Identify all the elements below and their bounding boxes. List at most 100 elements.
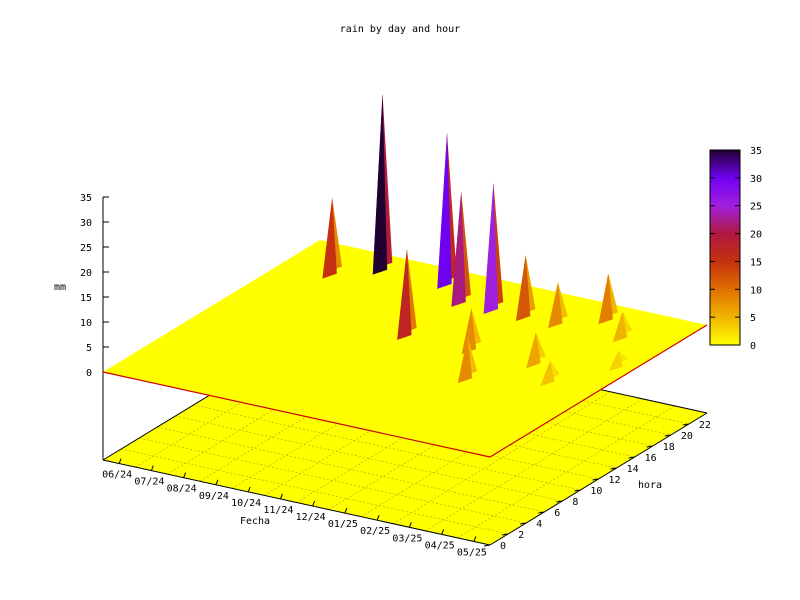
x-tick xyxy=(183,472,187,478)
x-tick-label: 09/24 xyxy=(199,491,229,502)
rain-peak xyxy=(397,248,417,340)
y-tick-label: 14 xyxy=(627,464,639,475)
y-tick xyxy=(610,467,617,470)
y-tick xyxy=(556,500,563,503)
x-tick-label: 02/25 xyxy=(360,526,390,537)
colorbar-tick-label: 0 xyxy=(750,341,756,352)
peak-right-face xyxy=(483,183,499,314)
x-tick-label: 07/24 xyxy=(134,477,164,488)
x-tick-label: 11/24 xyxy=(263,505,293,516)
x-tick xyxy=(247,486,251,493)
z-tick-label: 10 xyxy=(80,318,92,329)
rain-peak xyxy=(608,350,629,372)
surface-side-edge xyxy=(489,324,708,458)
rain-peak xyxy=(461,308,482,355)
rain-peak xyxy=(322,197,342,279)
colorbar-tick-label: 30 xyxy=(750,174,762,185)
peak-right-face xyxy=(397,248,412,340)
y-tick xyxy=(682,423,689,426)
colorbar-tick-label: 10 xyxy=(750,285,762,296)
colorbar-tick-label: 20 xyxy=(750,230,762,241)
rain-peak xyxy=(598,273,619,325)
chart-title: rain by day and hour xyxy=(340,24,460,35)
x-tick xyxy=(441,529,445,535)
y-tick xyxy=(664,434,671,437)
rain-peaks xyxy=(322,93,633,387)
colorbar-scale xyxy=(709,149,741,346)
x-tick xyxy=(215,479,219,485)
rain-peak xyxy=(451,190,471,307)
y-axis: 0 2 4 6 8 10 12 14 16 18 20 22 xyxy=(483,412,711,552)
z-tick-label: 0 xyxy=(86,368,92,379)
z-tick-label: 15 xyxy=(80,293,92,304)
x-tick xyxy=(376,515,380,521)
peak-right-face xyxy=(437,132,452,289)
x-axis: 06/2407/2408/2409/2410/2411/2412/2401/25… xyxy=(102,458,491,558)
y-tick-label: 20 xyxy=(681,431,693,442)
colorbar: 0 5 10 15 20 25 30 35 xyxy=(709,146,762,352)
z-tick-label: 20 xyxy=(80,268,92,279)
colorbar-tick-label: 5 xyxy=(750,313,756,324)
y-tick-label: 10 xyxy=(590,486,602,497)
peak-right-face xyxy=(540,360,555,387)
x-tick-label: 06/24 xyxy=(102,470,132,481)
y-tick xyxy=(574,489,581,492)
x-tick xyxy=(279,493,283,500)
x-tick xyxy=(473,536,477,542)
x-tick-label: 01/25 xyxy=(328,519,358,530)
peak-right-face xyxy=(526,332,541,369)
y-tick xyxy=(520,522,527,525)
x-axis-label: Fecha xyxy=(240,516,270,527)
peak-right-face xyxy=(612,311,628,343)
z-axis: 0 5 10 15 20 25 30 35 xyxy=(80,193,109,460)
peak-right-face xyxy=(322,197,337,279)
colorbar-tick-label: 35 xyxy=(750,146,762,157)
y-tick-label: 0 xyxy=(500,541,506,552)
x-tick xyxy=(312,500,316,507)
y-tick xyxy=(502,533,509,536)
x-tick-label: 03/25 xyxy=(392,533,422,544)
rain-peak xyxy=(548,282,568,329)
y-tick xyxy=(628,456,635,459)
rain-peak xyxy=(437,132,457,289)
y-tick xyxy=(592,478,599,481)
x-tick xyxy=(344,507,348,514)
y-tick-label: 16 xyxy=(645,453,657,464)
x-tick-label: 05/25 xyxy=(457,547,487,558)
peak-right-face xyxy=(548,282,563,329)
y-tick-label: 8 xyxy=(572,497,578,508)
rain-peak xyxy=(526,332,546,369)
colorbar-tick-label: 15 xyxy=(750,257,762,268)
peak-right-face xyxy=(457,337,473,384)
x-tick xyxy=(150,465,154,471)
y-tick-label: 4 xyxy=(536,519,542,530)
rain-peak xyxy=(457,337,478,384)
z-tick-label: 25 xyxy=(80,243,92,254)
rain-peak xyxy=(515,255,536,322)
peak-right-face xyxy=(461,308,477,355)
y-tick-label: 22 xyxy=(699,420,711,431)
z-tick-label: 5 xyxy=(86,343,92,354)
surface-front-edge xyxy=(102,371,491,458)
y-tick-label: 2 xyxy=(518,530,524,541)
x-tick-label: 04/25 xyxy=(425,540,455,551)
z-axis-label: mm xyxy=(54,282,66,293)
y-tick-label: 12 xyxy=(609,475,621,486)
x-tick-label: 10/24 xyxy=(231,498,261,509)
colorbar-tick-label: 25 xyxy=(750,202,762,213)
rain-peak xyxy=(612,311,633,343)
peak-right-face xyxy=(598,273,613,325)
peak-right-face xyxy=(372,93,388,275)
y-tick-label: 6 xyxy=(554,508,560,519)
peak-right-face xyxy=(451,190,466,307)
z-tick-label: 30 xyxy=(80,218,92,229)
x-axis-line xyxy=(102,459,491,546)
x-tick xyxy=(118,458,122,464)
rain-peak xyxy=(372,93,393,275)
peak-right-face xyxy=(608,350,624,372)
y-tick xyxy=(483,544,491,547)
y-tick xyxy=(538,511,545,514)
x-tick-label: 12/24 xyxy=(296,512,326,523)
y-tick xyxy=(646,445,653,448)
